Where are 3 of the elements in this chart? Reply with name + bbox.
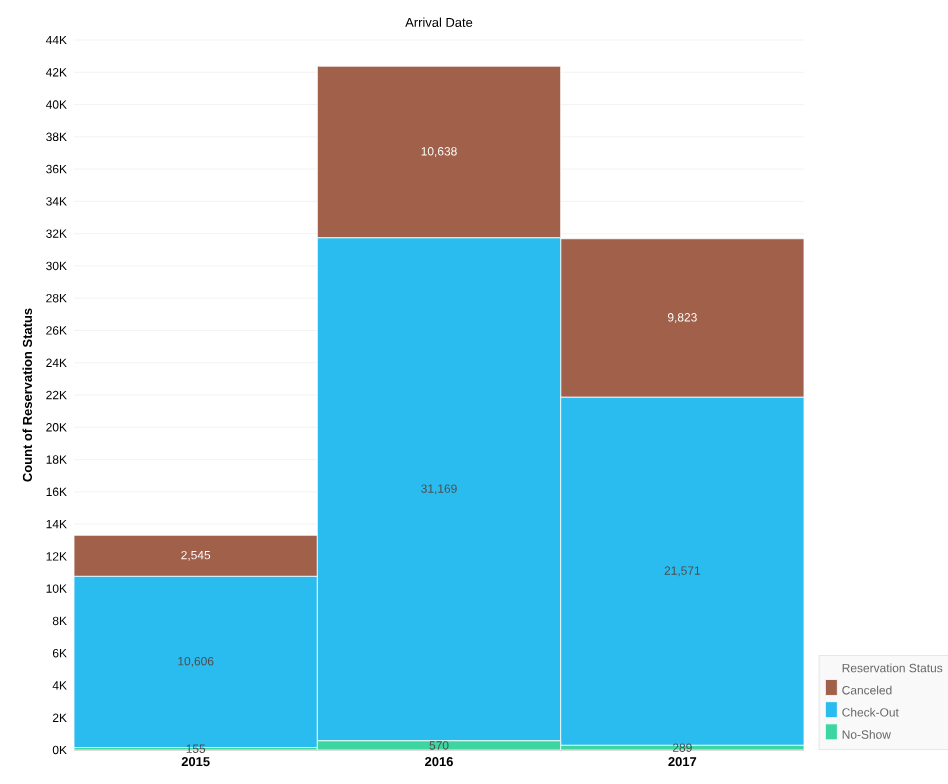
bar <box>74 534 318 577</box>
bar <box>316 65 562 239</box>
bar <box>560 238 805 398</box>
